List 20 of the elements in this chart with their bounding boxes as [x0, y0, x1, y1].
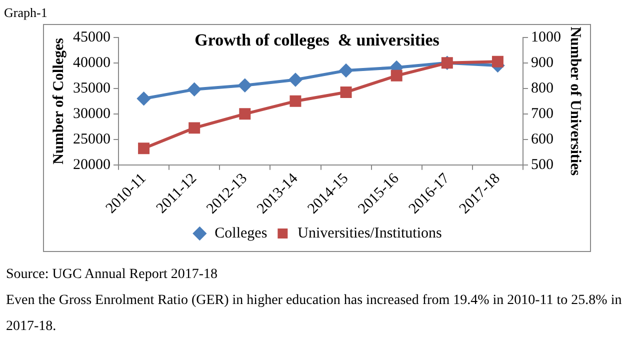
y-tick-label: 30000: [73, 106, 110, 122]
y2-tick-label: 700: [531, 106, 554, 122]
y2-tick-label: 800: [531, 80, 554, 96]
y-axis-title: Number of Colleges: [50, 38, 67, 164]
text: Graph-1: [4, 4, 48, 22]
y2-tick-label: 1000: [531, 29, 561, 46]
legend-label: Colleges: [214, 225, 268, 242]
y2-tick-label: 500: [531, 156, 554, 173]
y2-tick-label: 900: [531, 54, 554, 71]
y2-tick-label: 600: [531, 131, 554, 148]
text: Even the Gross Enrolment Ratio (GER) in higher education has increased from 19.4% in 2010-11 to 25.8% in 2017-18.: [6, 292, 623, 336]
chart-title: Growth of colleges & universities: [194, 30, 440, 50]
y-tick-label: 40000: [73, 54, 110, 71]
legend-label: Universities/Institutions: [298, 225, 442, 242]
source-note: Source: UGC Annual Report 2017-18: [6, 266, 218, 284]
y-tick-label: 20000: [73, 156, 110, 173]
y2-axis-title: Number of Universities: [567, 26, 584, 176]
y-tick-label: 35000: [73, 80, 110, 96]
y-tick-label: 25000: [73, 131, 110, 148]
y-tick-label: 45000: [73, 29, 110, 46]
